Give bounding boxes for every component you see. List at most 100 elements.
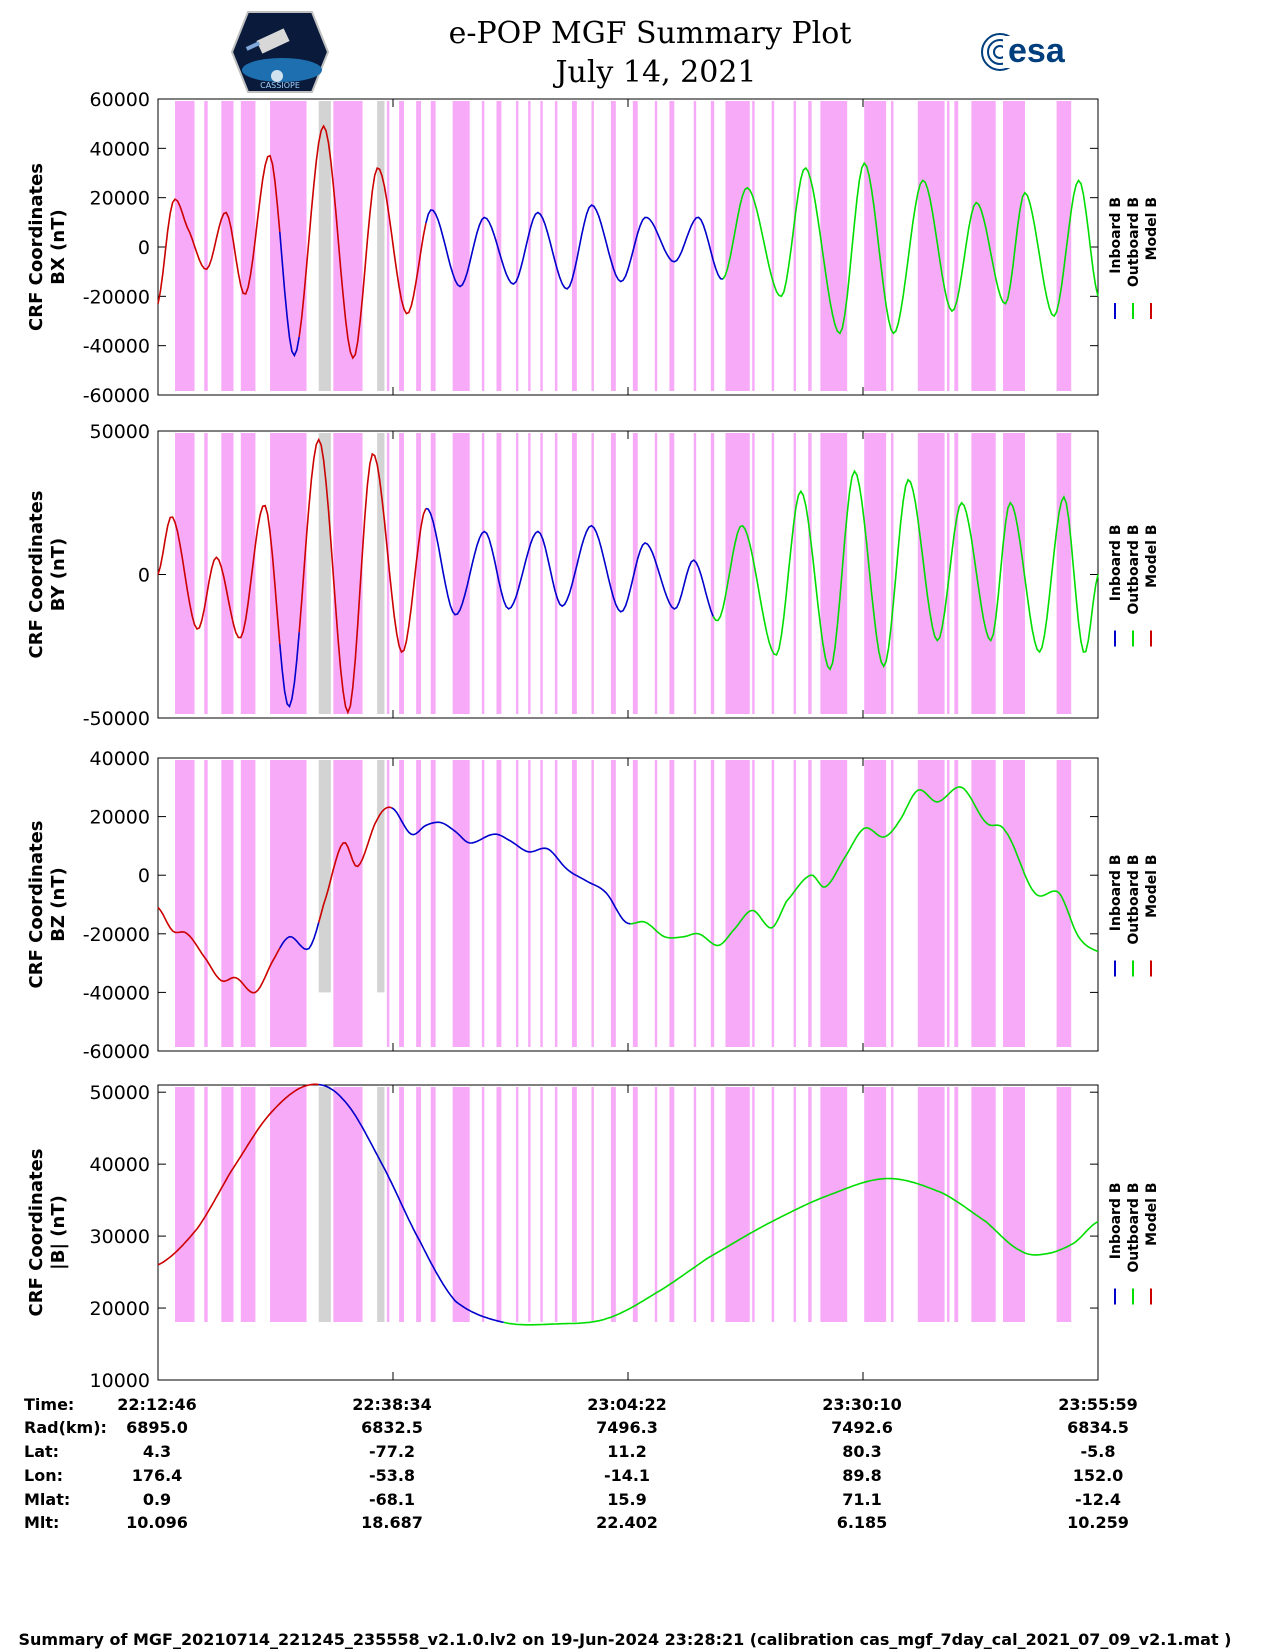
eclipse-band <box>221 101 234 391</box>
info-cell: 89.8 <box>842 1466 881 1485</box>
info-cell: 15.9 <box>607 1490 646 1509</box>
eclipse-band <box>632 760 638 1047</box>
y-tick-label: 60000 <box>90 89 150 111</box>
eclipse-band <box>386 101 390 391</box>
eclipse-band <box>891 760 894 1047</box>
legend-label-inboard: Inboard B <box>1108 855 1124 932</box>
series-line-model-b <box>317 806 392 923</box>
eclipse-band <box>710 101 715 391</box>
legend: Inboard B Outboard B Model B <box>1108 1183 1160 1305</box>
series-line-inboard-b <box>157 154 281 304</box>
eclipse-band <box>221 760 234 1047</box>
eclipse-band <box>947 1087 950 1322</box>
eclipse-band <box>333 101 363 391</box>
eclipse-band <box>864 433 887 714</box>
eclipse-band <box>864 1087 887 1322</box>
panel-2: 50000 0 -50000 CRF Coordinates BY (nT) Inboar… <box>26 421 1160 730</box>
eclipse-band <box>610 433 616 714</box>
info-cell: 0.9 <box>143 1490 171 1509</box>
eclipse-band <box>333 1087 363 1322</box>
eclipse-band <box>430 760 436 1047</box>
eclipse-band <box>632 433 638 714</box>
y-tick-label: 20000 <box>90 188 150 210</box>
eclipse-band <box>654 101 658 391</box>
eclipse-band <box>954 433 959 714</box>
y-axis-label: CRF Coordinates <box>26 1149 47 1317</box>
time-tick-label: 23:55:59 <box>1058 1395 1138 1414</box>
eclipse-band <box>571 1087 577 1322</box>
y-tick-label: 40000 <box>90 138 150 160</box>
eclipse-band <box>820 1087 848 1322</box>
eclipse-band <box>669 760 675 1047</box>
eclipse-band <box>452 760 470 1047</box>
y-tick-label: 50000 <box>90 1082 150 1104</box>
info-row-label: Lon: <box>24 1466 63 1485</box>
y-tick-label: 40000 <box>90 1154 150 1176</box>
esa-logo-text: esa <box>1008 32 1066 70</box>
info-cell: -77.2 <box>369 1442 415 1461</box>
eclipse-band <box>654 1087 658 1322</box>
eclipse-band <box>270 1087 307 1322</box>
eclipse-band <box>204 1087 208 1322</box>
eclipse-band <box>669 1087 675 1322</box>
info-row-label: Mlat: <box>24 1490 70 1509</box>
legend-label-model: Model B <box>1144 1183 1160 1246</box>
time-tick-label: 22:12:46 <box>117 1395 197 1414</box>
eclipse-band <box>554 1087 558 1322</box>
info-cell: 7496.3 <box>596 1418 658 1437</box>
cassiope-logo: CASSIOPE <box>230 11 330 93</box>
y-tick-label: -40000 <box>83 982 150 1004</box>
eclipse-band <box>240 433 256 714</box>
eclipse-band <box>752 101 755 391</box>
eclipse-band <box>528 1087 531 1322</box>
eclipse-band <box>175 1087 195 1322</box>
eclipse-band <box>496 101 502 391</box>
eclipse-band <box>693 101 697 391</box>
legend-label-outboard: Outboard B <box>1126 1183 1142 1273</box>
y-axis-label: CRF Coordinates <box>26 163 47 331</box>
eclipse-band <box>540 760 543 1047</box>
eclipse-band <box>416 433 422 714</box>
eclipse-band <box>632 1087 638 1322</box>
eclipse-band <box>917 433 945 714</box>
y-axis-unit-label: BZ (nT) <box>48 867 69 942</box>
y-tick-label: 0 <box>138 237 150 259</box>
info-cell: -5.8 <box>1081 1442 1116 1461</box>
series-line-outboard-b <box>712 469 1099 671</box>
eclipse-band <box>1003 1087 1025 1322</box>
y-axis-unit-label: |B| (nT) <box>48 1195 69 1270</box>
series-line-inboard-b <box>318 1083 504 1324</box>
eclipse-band <box>971 101 996 391</box>
series-line-model-b <box>298 437 427 715</box>
legend: Inboard B Outboard B Model B <box>1108 855 1160 977</box>
info-cell: 10.259 <box>1067 1513 1129 1532</box>
series-line-inboard-b <box>425 507 714 617</box>
eclipse-band <box>496 433 502 714</box>
eclipse-band <box>693 760 697 1047</box>
eclipse-band <box>891 101 894 391</box>
series-line-model-b <box>298 124 427 360</box>
eclipse-band <box>399 433 404 714</box>
eclipse-band <box>386 760 390 1047</box>
gray-band <box>377 101 385 391</box>
eclipse-band <box>752 760 755 1047</box>
eclipse-band <box>654 760 658 1047</box>
y-tick-label: 10000 <box>90 1370 150 1392</box>
eclipse-band <box>1056 433 1072 714</box>
eclipse-band <box>1056 101 1072 391</box>
gray-band <box>318 760 331 993</box>
series-line-inboard-b <box>279 922 320 951</box>
eclipse-band <box>591 433 594 714</box>
eclipse-band <box>793 1087 797 1322</box>
legend-label-outboard: Outboard B <box>1126 525 1142 615</box>
info-cell: 6.185 <box>837 1513 888 1532</box>
eclipse-band <box>808 760 812 1047</box>
eclipse-band <box>710 1087 715 1322</box>
eclipse-band <box>386 1087 390 1322</box>
panel-1: 60000 40000 20000 0 -20000 -40000 -60000 CRF Co… <box>26 89 1160 407</box>
y-tick-label: 40000 <box>90 748 150 770</box>
eclipse-band <box>793 433 797 714</box>
info-cell: 71.1 <box>842 1490 881 1509</box>
info-cell: 176.4 <box>132 1466 183 1485</box>
eclipse-band <box>669 433 675 714</box>
